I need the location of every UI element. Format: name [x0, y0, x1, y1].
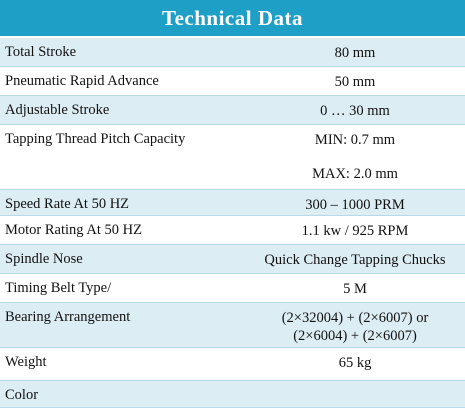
value-line: 50 mm	[334, 74, 376, 90]
value-line: (2×6004) + (2×6007)	[293, 328, 417, 344]
value-line: Quick Change Tapping Chucks	[264, 252, 446, 268]
table-row: Bearing Arrangement (2×32004) + (2×6007) …	[0, 303, 465, 348]
row-label: Adjustable Stroke	[5, 102, 110, 118]
table: Total Stroke 80 mm Pneumatic Rapid Advance…	[0, 38, 465, 408]
value-line: MAX: 2.0 mm	[312, 166, 398, 182]
row-label: Tapping Thread Pitch Capacity	[5, 131, 186, 147]
row-value: 0 … 30 mm	[245, 96, 465, 124]
row-label: Color	[5, 387, 39, 403]
row-value: 50 mm	[245, 67, 465, 95]
table-row: Speed Rate At 50 HZ 300 – 1000 PRM	[0, 190, 465, 216]
row-value: (2×32004) + (2×6007) or (2×6004) + (2×600…	[245, 303, 465, 347]
row-value: MIN: 0.7 mm MAX: 2.0 mm	[245, 125, 465, 189]
table-title: Technical Data	[0, 0, 465, 36]
row-label: Total Stroke	[5, 44, 77, 60]
row-label: Spindle Nose	[5, 251, 83, 267]
table-row: Total Stroke 80 mm	[0, 38, 465, 67]
table-row: Adjustable Stroke 0 … 30 mm	[0, 96, 465, 125]
table-row: Weight 65 kg	[0, 348, 465, 381]
table-row: Timing Belt Type/5 M	[0, 274, 465, 303]
row-label: Bearing Arrangement	[5, 309, 131, 325]
table-row: Spindle Nose Quick Change Tapping Chucks	[0, 245, 465, 274]
row-value: 80 mm	[245, 38, 465, 66]
row-value: 65 kg	[245, 348, 465, 380]
row-value: 300 – 1000 PRM	[245, 190, 465, 215]
row-label: Weight	[5, 354, 47, 370]
value-line: 65 kg	[338, 355, 372, 371]
row-label: Timing Belt Type/	[5, 280, 112, 296]
value-line: 300 – 1000 PRM	[305, 197, 405, 213]
row-label: Motor Rating At 50 HZ	[5, 222, 142, 238]
table-row: Pneumatic Rapid Advance 50 mm	[0, 67, 465, 96]
row-value: 1.1 kw / 925 RPM	[245, 216, 465, 244]
row-label: Speed Rate At 50 HZ	[5, 196, 130, 212]
value-line: MIN: 0.7 mm	[314, 132, 396, 148]
row-label: Pneumatic Rapid Advance	[5, 73, 159, 89]
table-row: Motor Rating At 50 HZ 1.1 kw / 925 RPM	[0, 216, 465, 245]
table-row: Color	[0, 381, 465, 408]
table-row: Tapping Thread Pitch Capacity MIN: 0.7 mm…	[0, 125, 465, 190]
value-line: 1.1 kw / 925 RPM	[301, 223, 409, 239]
value-line: 5 M	[343, 281, 367, 297]
value-line: (2×32004) + (2×6007) or	[281, 310, 429, 326]
row-value: 5 M	[245, 274, 465, 302]
value-line: 0 … 30 mm	[320, 103, 390, 119]
row-value: Quick Change Tapping Chucks	[245, 245, 465, 273]
row-value	[245, 381, 465, 407]
value-line: 80 mm	[334, 45, 376, 61]
